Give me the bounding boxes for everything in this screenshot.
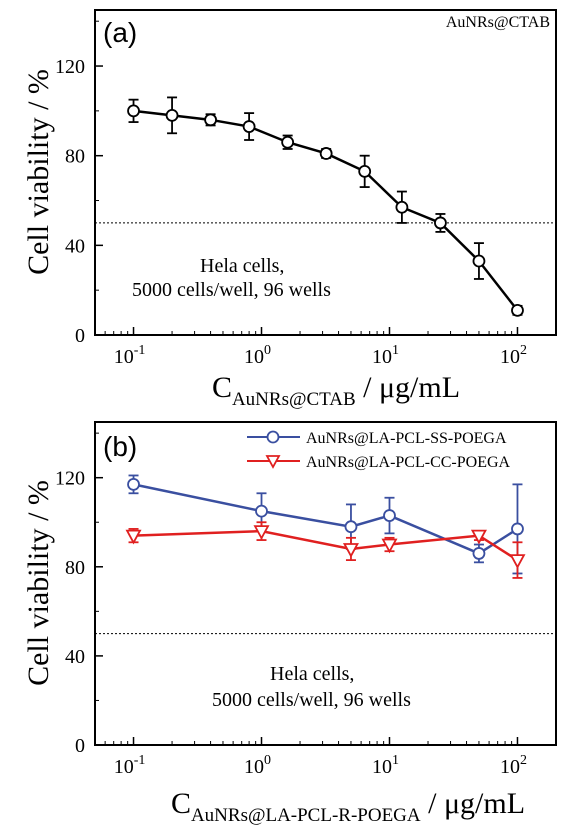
x-axis-title-unit: / μg/mL <box>356 371 460 404</box>
x-tick-label: 102 <box>500 753 527 778</box>
y-tick-label: 40 <box>65 646 85 668</box>
series-line <box>133 529 519 562</box>
y-tick-label: 40 <box>65 235 85 257</box>
y-axis-title: Cell viability / % <box>22 480 55 686</box>
x-tick-label: 102 <box>500 343 527 368</box>
panel-label: (a) <box>103 17 137 48</box>
x-tick-base: 10 <box>500 346 520 368</box>
x-axis-title-main: C <box>212 371 232 404</box>
data-point <box>395 200 409 214</box>
data-point <box>255 504 268 518</box>
series-layer <box>125 474 526 579</box>
data-point <box>125 529 142 545</box>
x-tick-base: 10 <box>372 756 392 778</box>
x-axis-title: CAuNRs@CTAB / μg/mL <box>212 371 460 410</box>
data-point <box>383 509 396 522</box>
y-tick-label: 80 <box>65 557 85 579</box>
data-point <box>511 522 524 536</box>
x-axis-title: CAuNRs@LA-PCL-R-POEGA / μg/mL <box>171 787 525 826</box>
x-tick-base: 10 <box>244 756 264 778</box>
panel-label: (b) <box>103 431 137 462</box>
x-tick-base: 10 <box>372 346 392 368</box>
data-point <box>204 113 217 127</box>
x-tick-base: 10 <box>244 346 264 368</box>
data-point <box>342 543 359 558</box>
legend: AuNRs@LA-PCL-SS-POEGA AuNRs@LA-PCL-CC-PO… <box>247 430 511 471</box>
x-axis-title-main: C <box>171 787 191 820</box>
data-point <box>472 254 486 268</box>
data-point <box>434 216 447 230</box>
x-tick-exponent: 2 <box>520 343 527 358</box>
corner-label: AuNRs@CTAB <box>446 14 550 31</box>
legend-label-cc: AuNRs@LA-PCL-CC-POEGA <box>306 454 511 471</box>
data-point <box>381 538 398 554</box>
y-tick-label: 0 <box>75 735 85 757</box>
x-tick-exponent: 2 <box>520 753 527 768</box>
legend-entry-cc: AuNRs@LA-PCL-CC-POEGA <box>247 454 511 471</box>
data-point <box>127 104 140 118</box>
legend-marker-ss <box>266 430 280 444</box>
data-point <box>358 164 372 178</box>
x-tick-exponent: 1 <box>392 753 399 768</box>
legend-entry-ss: AuNRs@LA-PCL-SS-POEGA <box>247 430 507 447</box>
data-point <box>344 520 358 534</box>
data-point <box>127 477 140 491</box>
y-tick-label: 120 <box>55 468 85 490</box>
y-axis-title: Cell viability / % <box>22 69 55 275</box>
data-point <box>511 303 524 317</box>
x-tick-base: 10 <box>500 756 520 778</box>
data-point <box>319 147 333 160</box>
x-tick-label: 101 <box>372 343 399 368</box>
x-tick-base: 10 <box>114 346 134 368</box>
x-axis-title-sub: AuNRs@LA-PCL-R-POEGA <box>191 805 421 826</box>
data-point <box>242 120 256 133</box>
x-tick-label: 101 <box>372 753 399 778</box>
plot-frame <box>94 421 557 746</box>
y-tick-label: 0 <box>75 325 85 347</box>
annotation-line-2: 5000 cells/well, 96 wells <box>212 689 411 711</box>
data-point <box>509 554 526 569</box>
plot-frame <box>94 9 557 336</box>
data-point <box>253 525 270 541</box>
series-1 <box>125 521 526 579</box>
x-tick-base: 10 <box>114 756 134 778</box>
x-tick-label: 10-1 <box>114 753 146 778</box>
annotation-line-1: Hela cells, <box>200 255 284 277</box>
x-tick-exponent: 0 <box>264 753 271 768</box>
y-tick-label: 80 <box>65 146 85 168</box>
series-line <box>133 483 519 555</box>
x-tick-exponent: -1 <box>134 753 146 768</box>
data-point <box>472 547 486 560</box>
annotation-line-2: 5000 cells/well, 96 wells <box>132 279 331 301</box>
x-tick-exponent: -1 <box>134 343 146 358</box>
x-tick-label: 10-1 <box>114 343 146 368</box>
x-tick-exponent: 1 <box>392 343 399 358</box>
annotation-line-1: Hela cells, <box>270 663 354 685</box>
data-point <box>470 529 487 545</box>
x-tick-label: 100 <box>244 343 271 368</box>
x-axis-title-unit: / μg/mL <box>421 787 525 820</box>
x-tick-exponent: 0 <box>264 343 271 358</box>
legend-marker-cc <box>265 455 281 469</box>
data-point <box>281 135 295 149</box>
x-axis-title-sub: AuNRs@CTAB <box>232 389 356 410</box>
series-layer <box>127 96 524 317</box>
legend-label-ss: AuNRs@LA-PCL-SS-POEGA <box>306 430 507 447</box>
y-tick-label: 120 <box>55 56 85 78</box>
series-0 <box>127 96 524 317</box>
x-tick-label: 100 <box>244 753 271 778</box>
data-point <box>165 108 179 122</box>
series-0 <box>127 474 524 575</box>
